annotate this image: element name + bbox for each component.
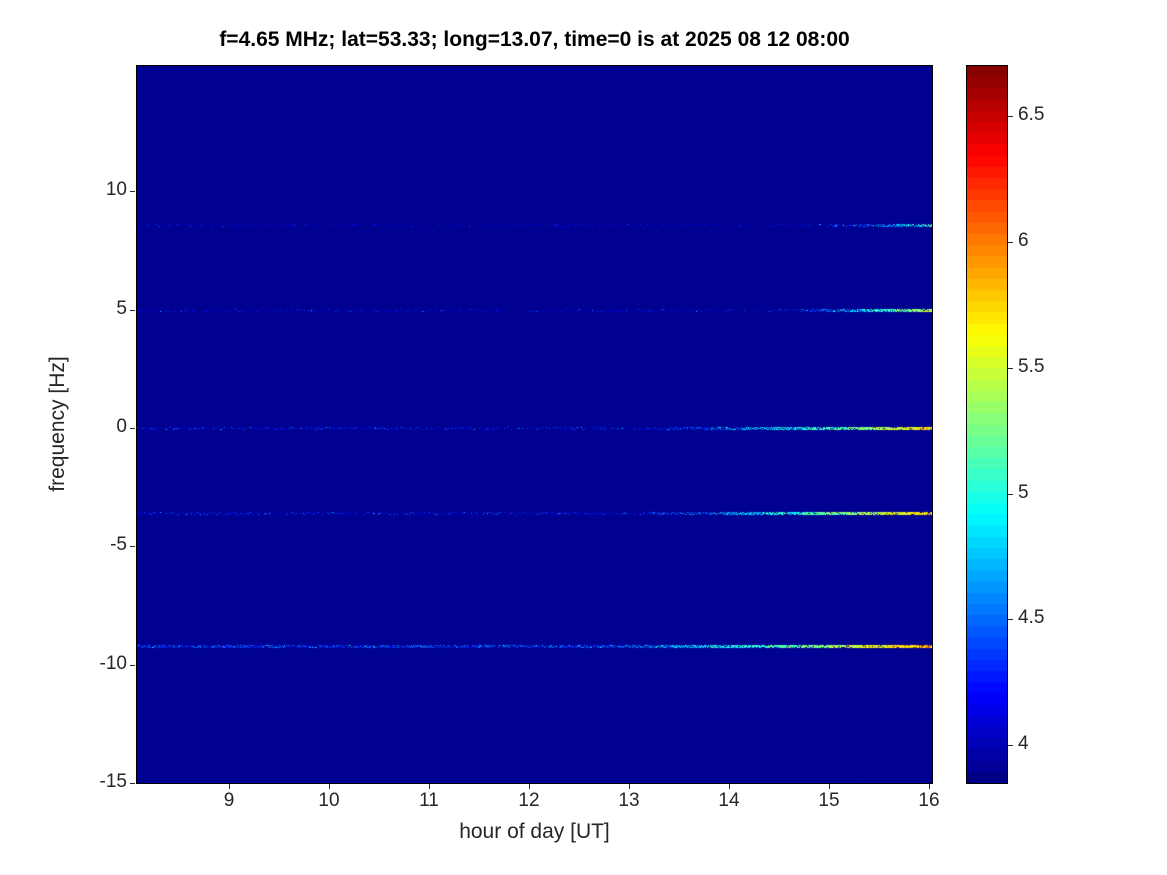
colorbar-frame — [966, 65, 1008, 784]
heatmap-canvas — [137, 66, 932, 783]
plot-title: f=4.65 MHz; lat=53.33; long=13.07, time=… — [219, 28, 850, 51]
colorbar-tick — [1008, 745, 1013, 747]
colorbar-tick — [1008, 367, 1013, 369]
x-tick — [729, 784, 730, 789]
y-tick — [130, 309, 135, 311]
x-tick-label: 11 — [419, 790, 439, 811]
x-tick — [929, 784, 930, 789]
x-tick — [429, 784, 430, 789]
x-tick-label: 9 — [223, 790, 235, 811]
y-tick-label: 0 — [116, 416, 127, 438]
y-tick — [130, 783, 135, 784]
x-tick-label: 16 — [918, 790, 940, 811]
x-tick-label: 15 — [818, 790, 840, 811]
y-tick-label: -15 — [99, 771, 127, 792]
y-tick-label: -5 — [110, 534, 127, 556]
colorbar-tick-label: 6 — [1018, 230, 1029, 252]
x-tick-label: 10 — [318, 790, 340, 811]
x-tick-label: 12 — [518, 790, 540, 811]
x-tick — [529, 784, 530, 789]
x-axis-label: hour of day [UT] — [459, 820, 610, 843]
x-tick — [829, 784, 830, 789]
colorbar-tick-label: 6.5 — [1018, 104, 1045, 126]
colorbar-tick — [1008, 116, 1013, 118]
colorbar-tick — [1008, 619, 1013, 621]
x-tick — [329, 784, 330, 789]
x-tick-label: 13 — [618, 790, 640, 811]
colorbar-tick-label: 5.5 — [1018, 355, 1045, 377]
y-tick — [130, 546, 135, 548]
colorbar-canvas — [967, 66, 1007, 783]
x-tick-label: 14 — [718, 790, 740, 811]
colorbar-tick-label: 4 — [1018, 733, 1029, 755]
x-tick — [629, 784, 630, 789]
colorbar-tick-label: 5 — [1018, 481, 1029, 503]
y-tick — [130, 664, 135, 666]
y-tick-label: -10 — [99, 652, 127, 674]
y-tick-label: 5 — [116, 297, 127, 319]
x-tick — [229, 784, 230, 789]
y-tick — [130, 191, 135, 193]
colorbar-tick — [1008, 242, 1013, 244]
colorbar-tick-label: 4.5 — [1018, 607, 1045, 629]
plot-axes-frame — [136, 65, 933, 784]
colorbar-tick — [1008, 493, 1013, 495]
y-tick — [130, 428, 135, 430]
y-tick-label: 10 — [105, 179, 127, 201]
